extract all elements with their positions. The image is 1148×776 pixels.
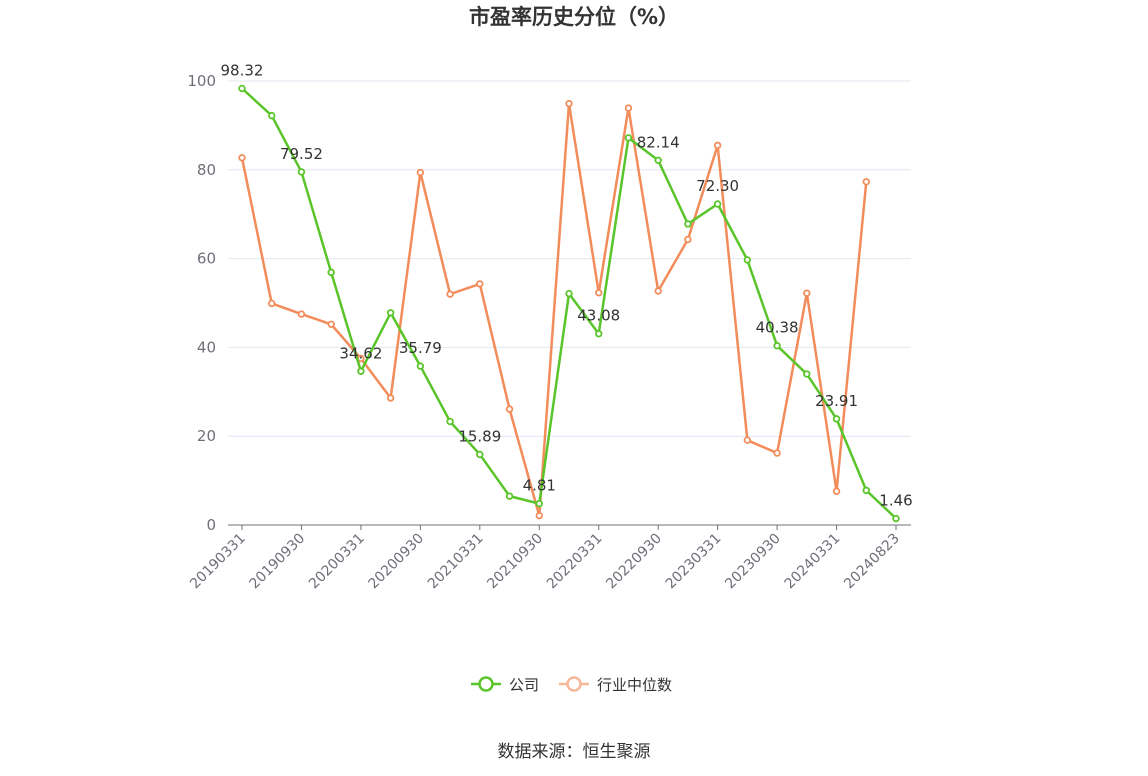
data-point[interactable] (654, 287, 662, 295)
data-point[interactable] (773, 449, 781, 457)
data-labels: 98.32 79.52 34.62 35.79 15.89 4.81 43.08 82.14 7… (221, 61, 913, 509)
x-tick-label: 20230930 (722, 531, 784, 593)
legend-item-industry-median[interactable]: 行业中位数 (559, 676, 672, 694)
y-tick-label: 20 (197, 427, 216, 445)
legend-item-company[interactable]: 公司 (471, 676, 539, 694)
data-label: 4.81 (523, 477, 556, 495)
y-tick-label: 100 (187, 72, 216, 90)
data-label: 1.46 (879, 492, 912, 510)
data-point[interactable] (595, 330, 603, 338)
data-source: 数据来源：恒生聚源 (498, 742, 651, 762)
x-tick-label: 20220331 (544, 531, 606, 593)
y-tick-label: 60 (197, 250, 216, 268)
data-label: 79.52 (280, 145, 323, 163)
x-tick-label: 20230331 (663, 531, 725, 593)
data-point[interactable] (297, 168, 306, 176)
data-point[interactable] (654, 156, 662, 164)
data-point[interactable] (505, 492, 514, 500)
y-tick-label: 40 (197, 338, 216, 356)
data-label: 15.89 (458, 427, 501, 445)
data-point[interactable] (595, 289, 603, 297)
data-point[interactable] (446, 417, 454, 426)
data-label: 35.79 (399, 339, 442, 357)
data-point[interactable] (297, 310, 306, 318)
data-point[interactable] (803, 370, 811, 378)
series-company (238, 84, 900, 523)
data-point[interactable] (862, 486, 870, 495)
legend-marker-icon (566, 676, 582, 692)
data-point[interactable] (476, 450, 484, 459)
legend-label: 公司 (509, 676, 539, 694)
grid-lines (228, 80, 911, 437)
data-point[interactable] (268, 299, 276, 308)
legend-marker-icon (478, 676, 494, 692)
data-point[interactable] (416, 362, 425, 370)
x-tick-label: 20210930 (484, 531, 546, 593)
chart-title: 市盈率历史分位（%） (469, 5, 679, 29)
data-point[interactable] (892, 514, 900, 523)
data-point[interactable] (238, 154, 246, 162)
data-label: 40.38 (756, 319, 799, 337)
data-point[interactable] (386, 309, 395, 317)
data-label: 98.32 (221, 61, 264, 79)
data-point[interactable] (624, 104, 633, 112)
series-line (241, 87, 897, 520)
data-point[interactable] (684, 220, 692, 228)
data-point[interactable] (743, 256, 752, 264)
series-layer (238, 84, 900, 523)
data-label: 43.08 (577, 307, 620, 325)
data-point[interactable] (713, 200, 722, 208)
data-point[interactable] (446, 290, 454, 298)
data-point[interactable] (357, 367, 365, 375)
series-line (240, 102, 868, 517)
x-tick-label: 20190930 (247, 531, 309, 593)
data-point[interactable] (327, 268, 335, 277)
data-point[interactable] (862, 178, 870, 186)
x-tick-label: 20190331 (187, 531, 249, 593)
y-tick-label: 0 (206, 516, 216, 534)
data-point[interactable] (268, 111, 276, 120)
x-tick-label: 20210331 (425, 531, 487, 593)
data-point[interactable] (684, 235, 692, 244)
data-point[interactable] (505, 405, 514, 413)
data-point[interactable] (743, 436, 752, 444)
data-point[interactable] (773, 342, 781, 350)
data-point[interactable] (565, 289, 573, 298)
data-point[interactable] (535, 511, 543, 520)
data-point[interactable] (416, 168, 425, 177)
series-industry-median (238, 99, 870, 520)
x-tick-label: 20240331 (782, 531, 844, 593)
y-tick-label: 80 (197, 161, 216, 179)
x-tick-label: 20220930 (603, 531, 665, 593)
data-point[interactable] (565, 99, 573, 108)
data-point[interactable] (476, 280, 484, 288)
data-label: 34.62 (339, 344, 382, 362)
x-tick-label: 20200930 (365, 531, 427, 593)
x-tick-label: 20240823 (841, 531, 903, 593)
data-point[interactable] (535, 499, 543, 508)
data-point[interactable] (327, 320, 335, 329)
data-label: 82.14 (637, 133, 680, 151)
data-point[interactable] (238, 84, 246, 93)
y-axis: 0 20 40 60 80 100 (187, 72, 216, 534)
data-point[interactable] (803, 289, 811, 297)
data-label: 72.30 (696, 177, 739, 195)
legend-label: 行业中位数 (597, 676, 672, 694)
data-point[interactable] (386, 394, 395, 402)
data-point[interactable] (624, 134, 633, 142)
x-tick-label: 20200331 (306, 531, 368, 593)
data-point[interactable] (832, 487, 841, 495)
data-label: 23.91 (815, 392, 858, 410)
data-point[interactable] (832, 415, 841, 423)
x-axis: 2019033120190930202003312020093020210331… (187, 524, 911, 593)
legend[interactable]: 公司 行业中位数 (471, 676, 672, 694)
data-point[interactable] (713, 141, 722, 150)
